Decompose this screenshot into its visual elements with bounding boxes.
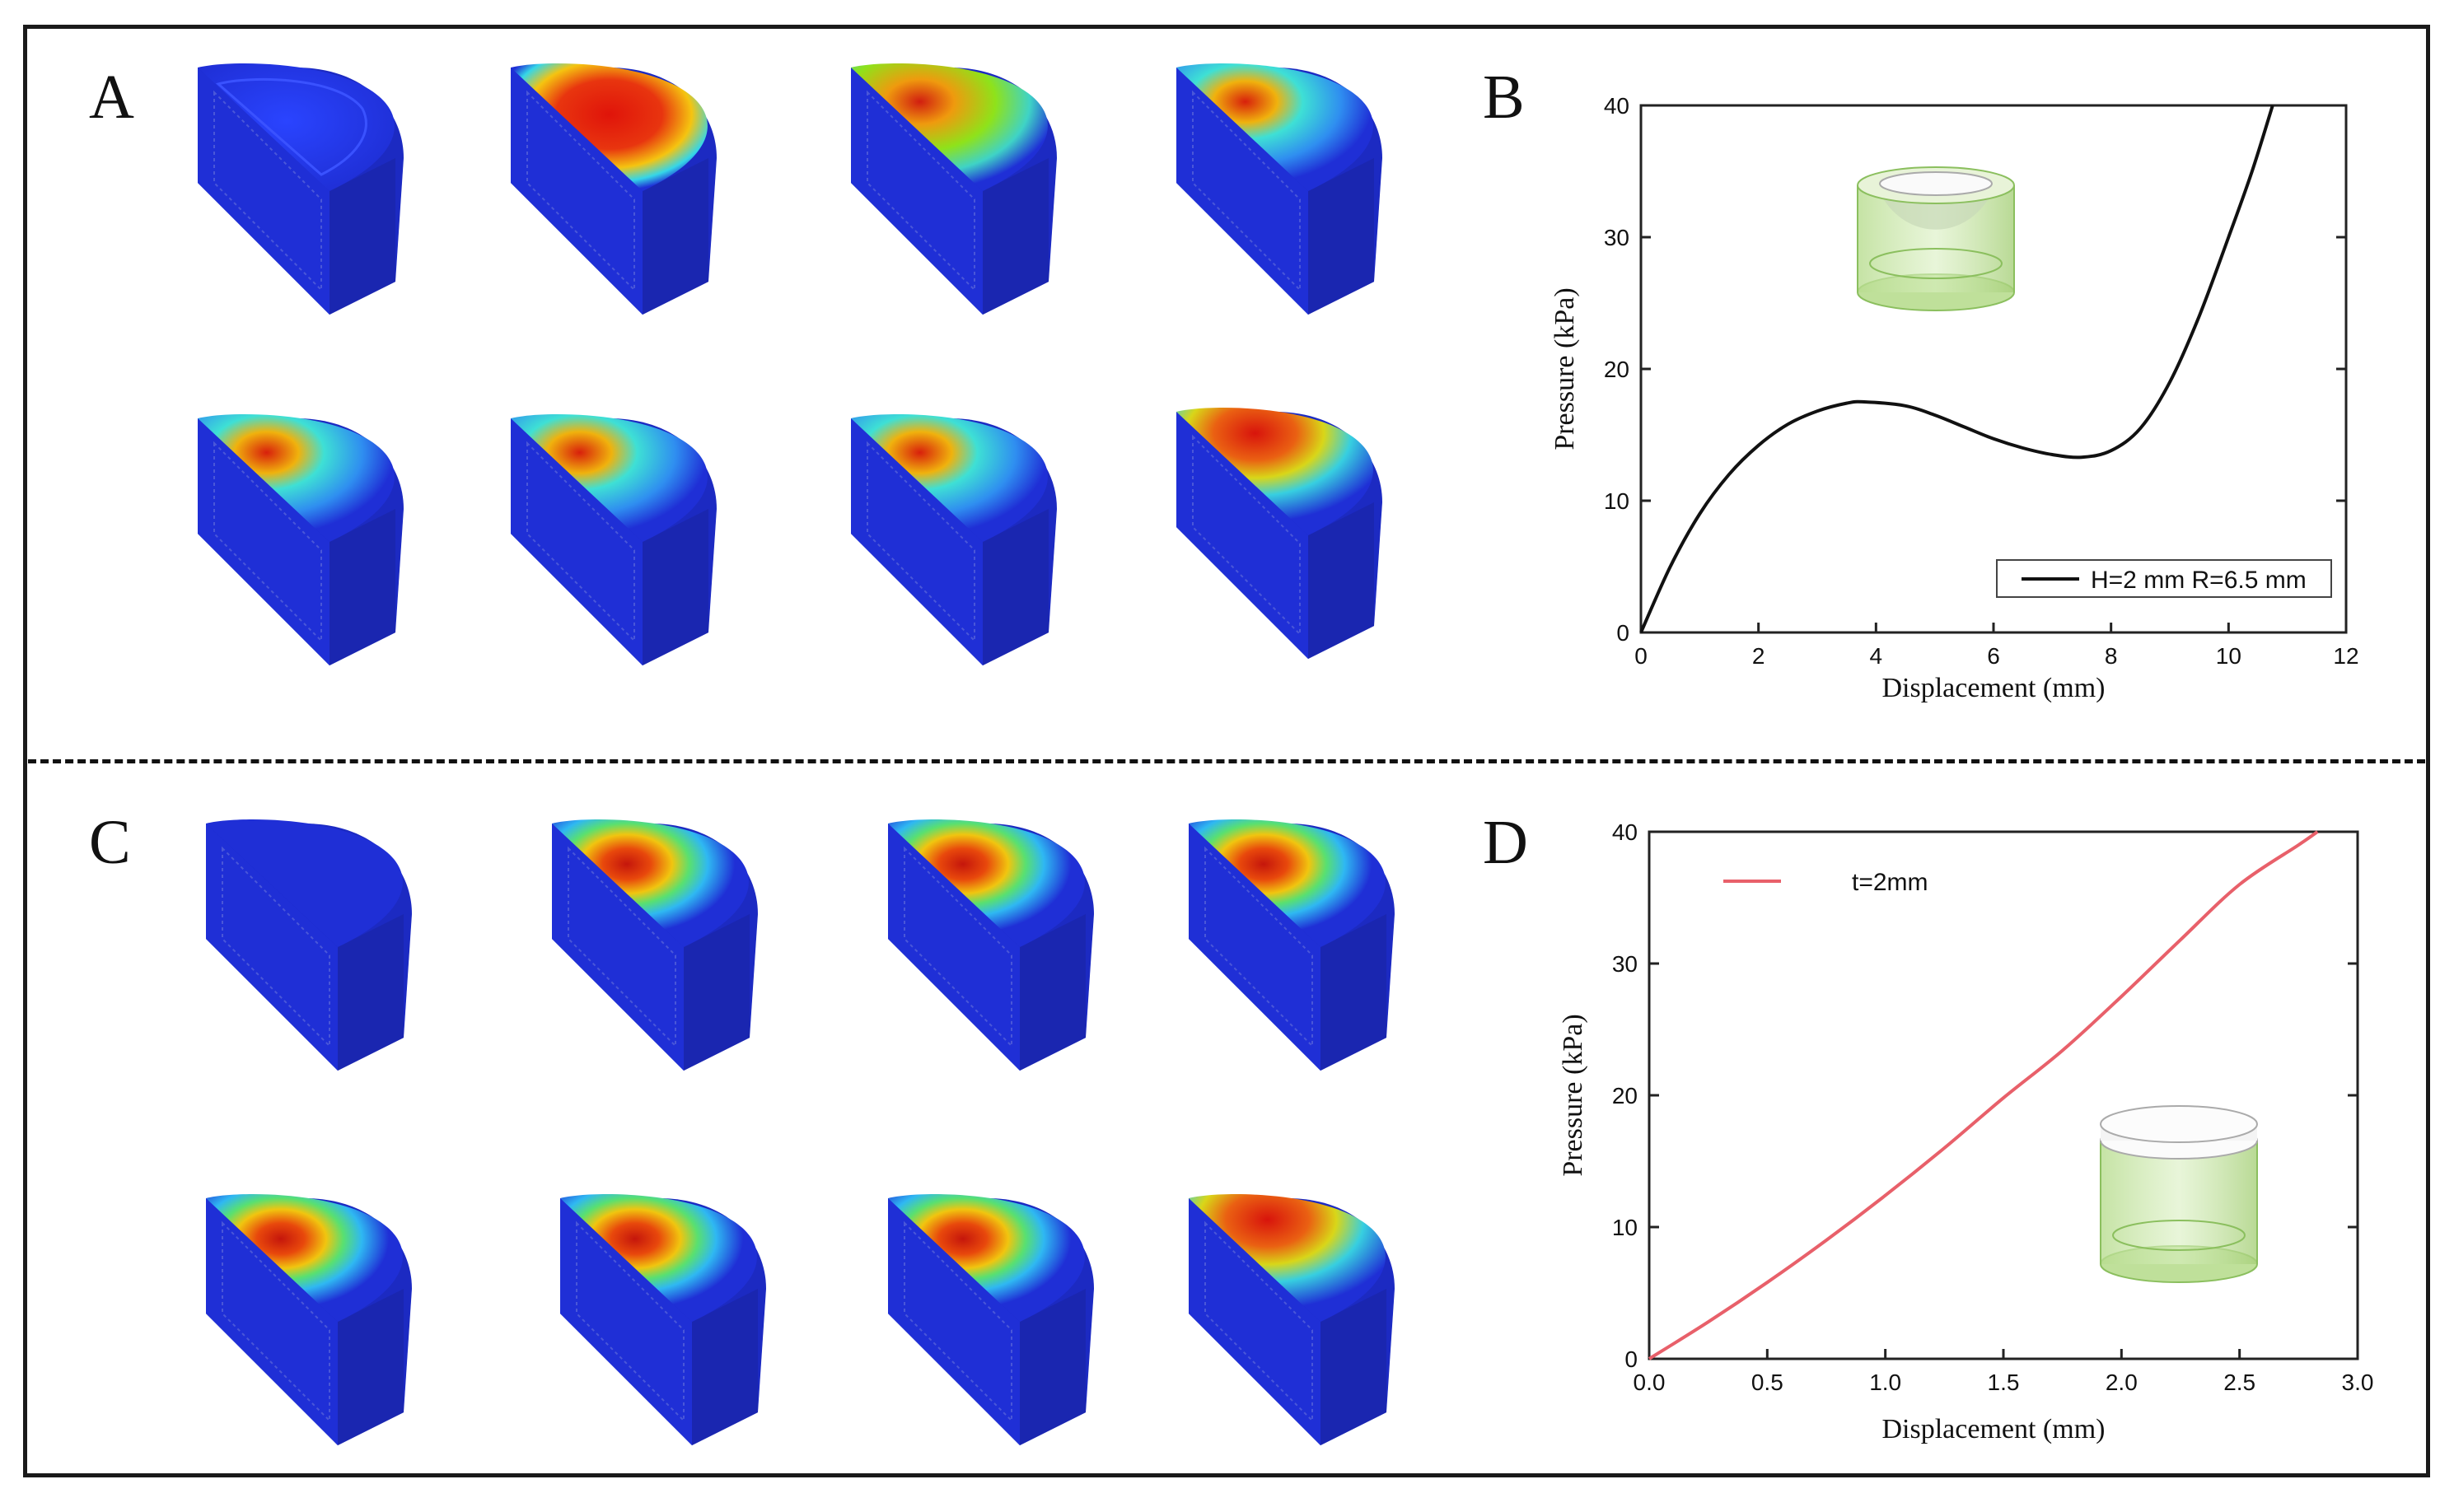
fem-c1: [205, 819, 413, 1071]
fem-c7: [887, 1194, 1095, 1446]
panel-label-b: B: [1483, 63, 1525, 132]
fem-c3: [887, 819, 1095, 1071]
panel-label-c: C: [89, 808, 131, 877]
figure-frame: [23, 25, 2430, 1477]
fem-c6: [559, 1194, 767, 1446]
d-ytick-label: 20: [1612, 1083, 1638, 1108]
d-xtick-label: 0.5: [1751, 1370, 1783, 1395]
d-ytick-label: 0: [1624, 1346, 1638, 1372]
d-xtick-label: 2.0: [2106, 1370, 2138, 1395]
d-xtick-label: 3.0: [2342, 1370, 2374, 1395]
chart-d-plot-area: [1648, 830, 2359, 1360]
fem-c2: [551, 819, 759, 1071]
b-xtick-label: 8: [2105, 643, 2118, 669]
b-xtick-label: 10: [2216, 643, 2241, 669]
fem-a5: [197, 414, 404, 666]
d-ytick-label: 10: [1612, 1215, 1638, 1240]
fem-a7: [850, 414, 1058, 666]
b-ytick-label: 20: [1604, 357, 1629, 382]
b-xtick-label: 12: [2333, 643, 2358, 669]
d-xtick-label: 2.5: [2223, 1370, 2255, 1395]
chart-d-ylabel: Pressure (kPa): [1558, 1014, 1588, 1176]
d-xtick-label: 0.0: [1634, 1370, 1666, 1395]
chart-d-xlabel: Displacement (mm): [1882, 1414, 2106, 1444]
chart-b: 0 2 4 6 8 10 12 0 10 20 30 40 Displacement (mm) Pr…: [1550, 93, 2359, 703]
chart-d-series-line: [1648, 830, 2319, 1360]
chart-b-xlabel: Displacement (mm): [1882, 673, 2106, 703]
b-ytick-label: 40: [1604, 93, 1629, 119]
fem-a3: [850, 63, 1058, 315]
chart-d-legend-label: t=2mm: [1852, 869, 1928, 896]
fem-a6: [510, 414, 718, 666]
b-xtick-label: 0: [1634, 643, 1648, 669]
b-ytick-label: 30: [1604, 225, 1629, 250]
chart-b-legend: H=2 mm R=6.5 mm: [1996, 559, 2332, 598]
b-xtick-label: 4: [1870, 643, 1883, 669]
d-xtick-label: 1.0: [1869, 1370, 1901, 1395]
d-ytick-label: 40: [1612, 819, 1638, 845]
panel-label-d: D: [1483, 808, 1528, 877]
panel-label-a: A: [89, 63, 134, 132]
chart-b-series-line: [1639, 105, 2274, 633]
chart-b-inset-cylinder: [1857, 166, 2015, 311]
d-ytick-label: 30: [1612, 951, 1638, 977]
panel-a-simulations: [197, 63, 1383, 666]
fem-c8: [1188, 1194, 1395, 1446]
d-xtick-label: 1.5: [1988, 1370, 2020, 1395]
b-ytick-label: 10: [1604, 488, 1629, 514]
fem-a8: [1176, 408, 1383, 660]
fem-a1: [197, 63, 404, 315]
chart-d-inset-cylinder: [2100, 1105, 2258, 1283]
panel-c-simulations: [205, 819, 1395, 1446]
fem-a4: [1176, 63, 1383, 315]
chart-b-legend-label: H=2 mm R=6.5 mm: [2091, 567, 2307, 594]
chart-d: 0.0 0.5 1.0 1.5 2.0 2.5 3.0 0 10 20 30 40 Displace…: [1558, 819, 2373, 1444]
b-xtick-label: 2: [1752, 643, 1765, 669]
fem-c5: [205, 1194, 413, 1446]
chart-b-ylabel: Pressure (kPa): [1550, 287, 1580, 450]
fem-a2: [510, 63, 718, 315]
dashed-divider: [28, 759, 2425, 763]
chart-d-legend: t=2mm: [1723, 869, 1928, 896]
b-ytick-label: 0: [1616, 620, 1629, 646]
b-xtick-label: 6: [1987, 643, 2000, 669]
fem-c4: [1188, 819, 1395, 1071]
